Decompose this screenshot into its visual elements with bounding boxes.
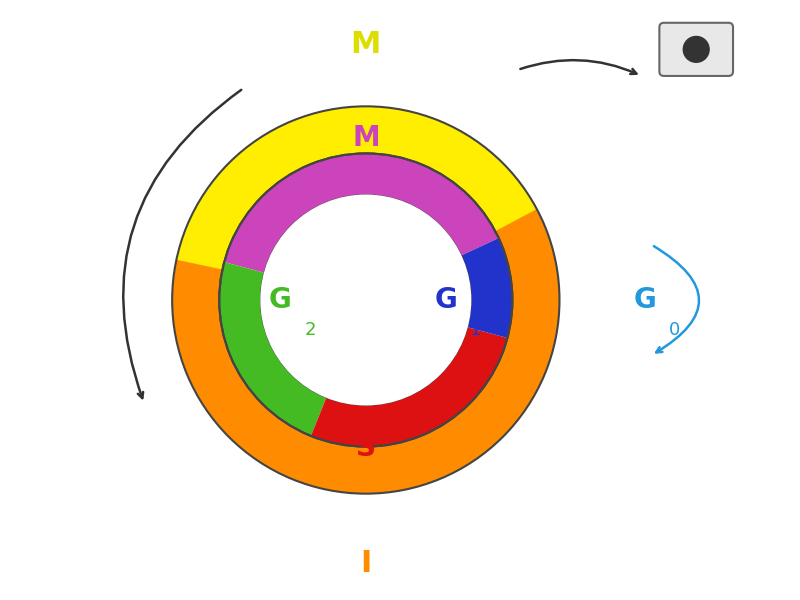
Text: G: G	[269, 286, 291, 314]
FancyBboxPatch shape	[659, 23, 733, 76]
Text: I: I	[360, 549, 371, 578]
Wedge shape	[219, 262, 326, 436]
Text: S: S	[356, 434, 376, 462]
Text: G: G	[434, 286, 457, 314]
Text: M: M	[350, 29, 381, 59]
Text: 1: 1	[470, 320, 482, 338]
Text: 2: 2	[305, 320, 316, 338]
Text: 0: 0	[670, 320, 681, 338]
Wedge shape	[461, 238, 513, 338]
Wedge shape	[176, 106, 537, 269]
Text: G: G	[633, 286, 656, 314]
Wedge shape	[172, 106, 559, 494]
Wedge shape	[311, 327, 507, 446]
Wedge shape	[224, 154, 498, 273]
Text: M: M	[352, 124, 380, 152]
Circle shape	[261, 195, 470, 405]
Circle shape	[683, 37, 709, 62]
